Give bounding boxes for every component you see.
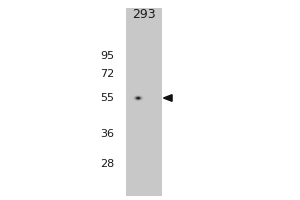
Text: 72: 72 [100,69,114,79]
Text: 36: 36 [100,129,114,139]
Polygon shape [164,95,172,101]
Text: 55: 55 [100,93,114,103]
Text: 95: 95 [100,51,114,61]
Text: 28: 28 [100,159,114,169]
Bar [126,8,162,196]
Text: 293: 293 [132,7,156,21]
